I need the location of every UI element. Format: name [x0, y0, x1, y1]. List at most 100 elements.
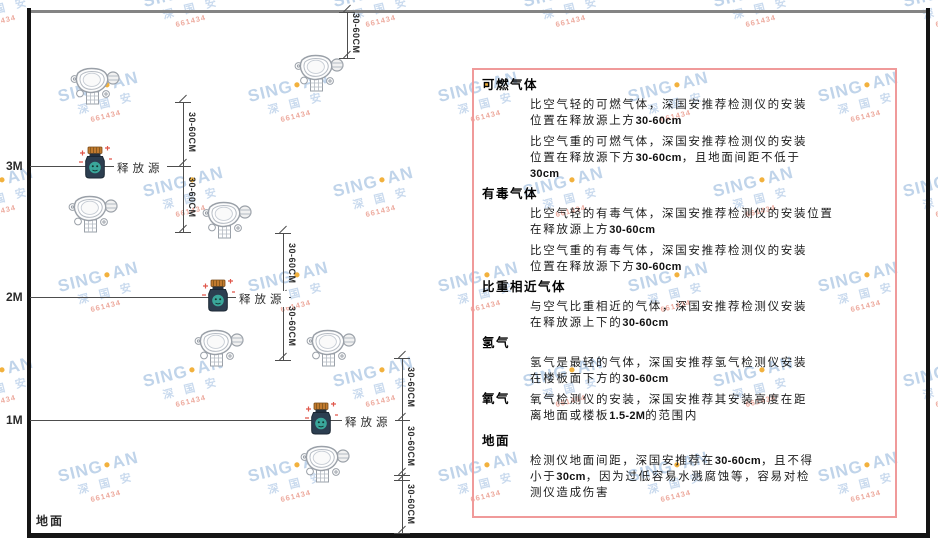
- section-heading: 地面: [482, 434, 511, 448]
- panel-text-line: 比空气重的可燃气体，深国安推荐检测仪的安装: [530, 136, 808, 148]
- dimension-label: 30-60CM: [406, 426, 416, 467]
- panel-text-line: 与空气比重相近的气体，深国安推荐检测仪安装: [530, 301, 808, 313]
- height-label-3m: 3M: [6, 159, 23, 173]
- dimension-tick: [394, 420, 410, 421]
- panel-section: 氧气 氧气检测仪的安装，深国安推荐其安装高度在距 离地面或楼板1.5-2M的范围内: [482, 392, 883, 429]
- release-source-icon: [78, 146, 112, 182]
- panel-text-line: 在释放源上方30-60cm: [530, 224, 656, 236]
- panel-paragraph: 比空气轻的有毒气体，深国安推荐检测仪的安装位置 在释放源上方30-60cm: [530, 206, 883, 238]
- release-source-label: 释放源: [342, 414, 395, 430]
- leader-line-3m: [30, 166, 183, 167]
- height-label-2m: 2M: [6, 290, 23, 304]
- panel-section: 地面检测仪地面间距，深国安推荐在30-60cm，且不得 小于30cm，因为过低容易…: [482, 434, 883, 501]
- gas-detector-icon: [294, 53, 344, 93]
- gas-detector-icon: [70, 66, 120, 106]
- section-body: 比空气轻的可燃气体，深国安推荐检测仪的安装 位置在释放源上方30-60cm 比空气重…: [530, 97, 883, 182]
- right-wall-line: [926, 8, 930, 537]
- section-body: 检测仪地面间距，深国安推荐在30-60cm，且不得 小于30cm，因为过低容易水溅…: [530, 453, 883, 501]
- height-label-1m: 1M: [6, 413, 23, 427]
- gas-detector-icon: [194, 328, 244, 368]
- panel-text-line: 测仪造成伤害: [530, 487, 610, 499]
- section-body: 氧气检测仪的安装，深国安推荐其安装高度在距 离地面或楼板1.5-2M的范围内: [530, 392, 807, 429]
- panel-paragraph: 检测仪地面间距，深国安推荐在30-60cm，且不得 小于30cm，因为过低容易水溅…: [530, 453, 883, 501]
- ground-label: 地面: [36, 514, 65, 528]
- dimension-tick: [394, 533, 410, 534]
- leader-line-1m: [30, 420, 402, 421]
- gas-detector-icon: [68, 194, 118, 234]
- section-heading: 氢气: [482, 336, 511, 350]
- panel-section: 比重相近气体与空气比重相近的气体，深国安推荐检测仪安装 在释放源上下的30-60c…: [482, 280, 883, 331]
- dimension-label: 30-60CM: [287, 306, 297, 347]
- dimension-tick: [339, 12, 355, 13]
- dimension-tick: [394, 358, 410, 359]
- dimension-label: 30-60CM: [406, 484, 416, 525]
- dimension-line: [402, 358, 403, 533]
- panel-text-line: 在释放源上下的30-60cm: [530, 317, 669, 329]
- dimension-tick: [275, 360, 291, 361]
- section-heading: 有毒气体: [482, 187, 539, 201]
- ceiling-line: [27, 10, 930, 13]
- dimension-tick: [175, 232, 191, 233]
- panel-section: 可燃气体比空气轻的可燃气体，深国安推荐检测仪的安装 位置在释放源上方30-60cm…: [482, 78, 883, 182]
- dimension-label: 30-60CM: [351, 13, 361, 54]
- section-body: 氢气是最轻的气体，深国安推荐氢气检测仪安装 在楼板面下方的30-60cm: [530, 355, 883, 387]
- panel-text-line: 检测仪地面间距，深国安推荐在30-60cm，且不得: [530, 455, 814, 467]
- gas-detector-icon: [202, 200, 252, 240]
- release-source-label: 释放源: [236, 291, 289, 307]
- gas-detector-icon: [306, 328, 356, 368]
- panel-paragraph: 氧气检测仪的安装，深国安推荐其安装高度在距 离地面或楼板1.5-2M的范围内: [530, 392, 807, 424]
- section-heading: 比重相近气体: [482, 280, 567, 294]
- dimension-label: 30-60CM: [187, 177, 197, 218]
- panel-section: 氢气氢气是最轻的气体，深国安推荐氢气检测仪安装 在楼板面下方的30-60cm: [482, 336, 883, 387]
- panel-text-line: 比空气轻的有毒气体，深国安推荐检测仪的安装位置: [530, 208, 834, 220]
- release-source-label: 释放源: [114, 160, 167, 176]
- panel-text-line: 位置在释放源下方30-60cm: [530, 261, 682, 273]
- panel-text-line: 30cm: [530, 168, 560, 180]
- section-body: 比空气轻的有毒气体，深国安推荐检测仪的安装位置 在释放源上方30-60cm 比空气重…: [530, 206, 883, 275]
- panel-paragraph: 比空气重的有毒气体，深国安推荐检测仪的安装 位置在释放源下方30-60cm: [530, 243, 883, 275]
- section-body: 与空气比重相近的气体，深国安推荐检测仪安装 在释放源上下的30-60cm: [530, 299, 883, 331]
- panel-text-line: 位置在释放源下方30-60cm，且地面间距不低于: [530, 152, 801, 164]
- panel-text-line: 比空气重的有毒气体，深国安推荐检测仪的安装: [530, 245, 808, 257]
- leader-line-2m: [30, 297, 283, 298]
- panel-section: 有毒气体比空气轻的有毒气体，深国安推荐检测仪的安装位置 在释放源上方30-60cm…: [482, 187, 883, 275]
- dimension-tick: [275, 233, 291, 234]
- left-wall-line: [27, 8, 31, 537]
- dimension-tick: [339, 58, 355, 59]
- panel-paragraph: 氢气是最轻的气体，深国安推荐氢气检测仪安装 在楼板面下方的30-60cm: [530, 355, 883, 387]
- dimension-tick: [394, 480, 410, 481]
- dimension-tick: [175, 166, 191, 167]
- ground-line: [27, 533, 930, 538]
- dimension-label: 30-60CM: [406, 367, 416, 408]
- panel-text-line: 比空气轻的可燃气体，深国安推荐检测仪的安装: [530, 99, 808, 111]
- panel-text-line: 氢气是最轻的气体，深国安推荐氢气检测仪安装: [530, 357, 808, 369]
- dimension-line: [183, 102, 184, 232]
- panel-text-line: 离地面或楼板1.5-2M的范围内: [530, 410, 699, 422]
- section-heading: 可燃气体: [482, 78, 539, 92]
- inline-section-row: 氧气 氧气检测仪的安装，深国安推荐其安装高度在距 离地面或楼板1.5-2M的范围内: [482, 392, 883, 429]
- dimension-label: 30-60CM: [287, 243, 297, 284]
- dimension-line: [347, 12, 348, 58]
- release-source-icon: [201, 279, 235, 315]
- section-heading: 氧气: [482, 392, 511, 406]
- panel-text-line: 在楼板面下方的30-60cm: [530, 373, 669, 385]
- panel-paragraph: 比空气轻的可燃气体，深国安推荐检测仪的安装 位置在释放源上方30-60cm: [530, 97, 883, 129]
- panel-text-line: 氧气检测仪的安装，深国安推荐其安装高度在距: [530, 394, 808, 406]
- gas-detector-icon: [300, 444, 350, 484]
- panel-text-line: 位置在释放源上方30-60cm: [530, 115, 682, 127]
- panel-paragraph: 比空气重的可燃气体，深国安推荐检测仪的安装 位置在释放源下方30-60cm，且地面…: [530, 134, 883, 182]
- installation-guideline-panel: 可燃气体比空气轻的可燃气体，深国安推荐检测仪的安装 位置在释放源上方30-60cm…: [472, 68, 897, 518]
- panel-text-line: 小于30cm，因为过低容易水溅腐蚀等，容易对检: [530, 471, 811, 483]
- dimension-tick: [175, 102, 191, 103]
